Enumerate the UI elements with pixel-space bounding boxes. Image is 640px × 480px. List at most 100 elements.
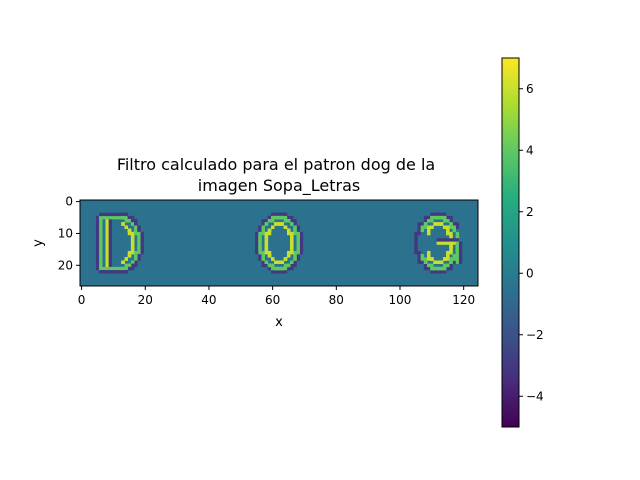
heatmap-cell [255,241,259,245]
heatmap-cell [299,235,304,239]
y-tick-label: 0 [65,195,73,209]
heatmap-cell [137,235,141,239]
heatmap-cell [427,250,431,255]
heatmap-cell [127,254,132,258]
heatmap-cell [108,270,113,274]
heatmap-cell [446,254,450,258]
heatmap-cell [140,238,144,242]
heatmap-cell [299,247,304,252]
heatmap-cell [293,250,297,255]
heatmap-cell [134,257,138,261]
heatmap-cell [258,244,262,248]
heatmap-cell [140,235,144,239]
heatmap-cell [118,270,122,274]
heatmap-cell [420,260,425,264]
heatmap-cell [290,263,294,268]
heatmap-cell [277,270,281,274]
heatmap-cell [105,222,109,226]
x-tick-label: 0 [78,293,86,307]
heatmap-cell [290,235,294,239]
heatmap-cell [274,260,278,264]
heatmap-cell [414,247,418,252]
heatmap-cell [290,241,294,245]
heatmap-cell [455,257,460,261]
heatmap-cell [99,247,103,252]
heatmap-cell [264,219,269,223]
heatmap-cell [427,266,431,271]
heatmap-cell [264,247,269,252]
heatmap-cell [446,215,450,220]
heatmap-cell [458,260,463,264]
heatmap-cell [105,238,109,242]
colorbar-tick-label: −4 [526,389,544,403]
heatmap-cell [446,238,450,242]
heatmap-cell [127,215,132,220]
heatmap-cell [296,254,300,258]
heatmap-cell [95,215,100,220]
heatmap-cell [439,260,444,264]
heatmap-cell [264,250,269,255]
heatmap-cell [427,231,431,236]
heatmap-cell [433,260,437,264]
heatmap-cell [115,266,119,271]
heatmap-cell [124,215,128,220]
heatmap-cell [105,241,109,245]
heatmap-cell [423,257,428,261]
heatmap-cell [108,225,113,229]
heatmap-cell [99,257,103,261]
heatmap-cell [442,219,447,223]
heatmap-cell [134,225,138,229]
heatmap-cell [258,254,262,258]
colorbar-tick-label: −2 [526,328,544,342]
heatmap-cell [127,231,132,236]
heatmap-cell [436,215,440,220]
heatmap-cell [458,244,463,248]
heatmap-cell [449,231,453,236]
heatmap-cell [417,260,421,264]
heatmap-cell [271,270,275,274]
heatmap-cell [417,231,421,236]
heatmap-cell [140,247,144,252]
heatmap-cell [267,250,272,255]
heatmap-cell [261,225,265,229]
heatmap-cell [439,270,444,274]
heatmap-cell [130,215,135,220]
heatmap-cell [102,215,106,220]
heatmap-cell [105,215,109,220]
heatmap-cell [449,260,453,264]
colorbar-tick-label: 4 [526,143,534,157]
heatmap-cell [283,215,288,220]
heatmap-cell [423,215,428,220]
heatmap-cell [283,270,288,274]
heatmap-cell [449,250,453,255]
heatmap-cell [420,257,425,261]
heatmap-cell [283,263,288,268]
heatmap-cell [439,238,444,242]
heatmap-cell [130,219,135,223]
heatmap-cell [455,235,460,239]
heatmap-cell [255,231,259,236]
heatmap-cell [280,212,284,217]
heatmap-cell [458,250,463,255]
heatmap-cell [137,225,141,229]
heatmap-cell [439,241,444,245]
heatmap-cell [111,215,116,220]
heatmap-cell [264,231,269,236]
heatmap-cell [264,263,269,268]
heatmap-cell [449,225,453,229]
heatmap-cell [286,266,291,271]
heatmap-cell [442,266,447,271]
heatmap-cell [290,238,294,242]
heatmap-cell [442,212,447,217]
heatmap-cell [130,247,135,252]
heatmap-cell [99,266,103,271]
colorbar-tick-label: 0 [526,266,534,280]
heatmap-cell [121,222,125,226]
heatmap-cell [280,260,284,264]
heatmap-cell [458,247,463,252]
heatmap-cell [134,222,138,226]
heatmap-cell [105,225,109,229]
heatmap-cell [293,231,297,236]
heatmap-cell [420,228,425,233]
heatmap-cell [290,250,294,255]
